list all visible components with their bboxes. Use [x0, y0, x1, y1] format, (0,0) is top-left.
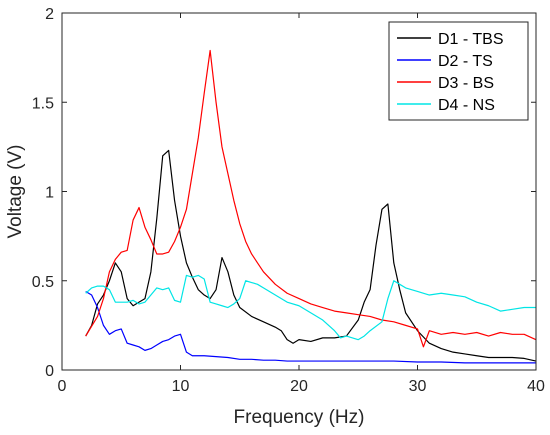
x-axis-label: Frequency (Hz) [234, 407, 365, 428]
legend: D1 - TBS D2 - TS D3 - BS D4 - NS [388, 21, 529, 121]
y-axis-label: Voltage (V) [5, 145, 26, 239]
x-tick-label: 0 [58, 378, 67, 395]
legend-label-1: D1 - TBS [438, 31, 504, 48]
x-tick-label: 30 [409, 378, 427, 395]
series-line-2 [85, 290, 536, 364]
tick-labels: 0 10 20 30 40 0 0.5 1 1.5 2 [32, 6, 545, 395]
series-line-3 [85, 49, 537, 348]
legend-label-4: D4 - NS [438, 97, 495, 114]
x-tick-label: 20 [290, 378, 308, 395]
y-tick-label: 0 [45, 363, 54, 380]
x-tick-label: 10 [172, 378, 190, 395]
legend-label-2: D2 - TS [438, 53, 493, 70]
legend-label-3: D3 - BS [438, 75, 494, 92]
x-tick-label: 40 [527, 378, 545, 395]
y-tick-label: 1 [45, 185, 54, 202]
y-tick-label: 0.5 [32, 274, 54, 291]
y-tick-label: 2 [45, 6, 54, 23]
y-tick-label: 1.5 [32, 95, 54, 112]
series-line-4 [85, 274, 536, 341]
series-layer [85, 49, 537, 364]
series-line-1 [85, 149, 537, 362]
ticks-layer [61, 12, 537, 371]
